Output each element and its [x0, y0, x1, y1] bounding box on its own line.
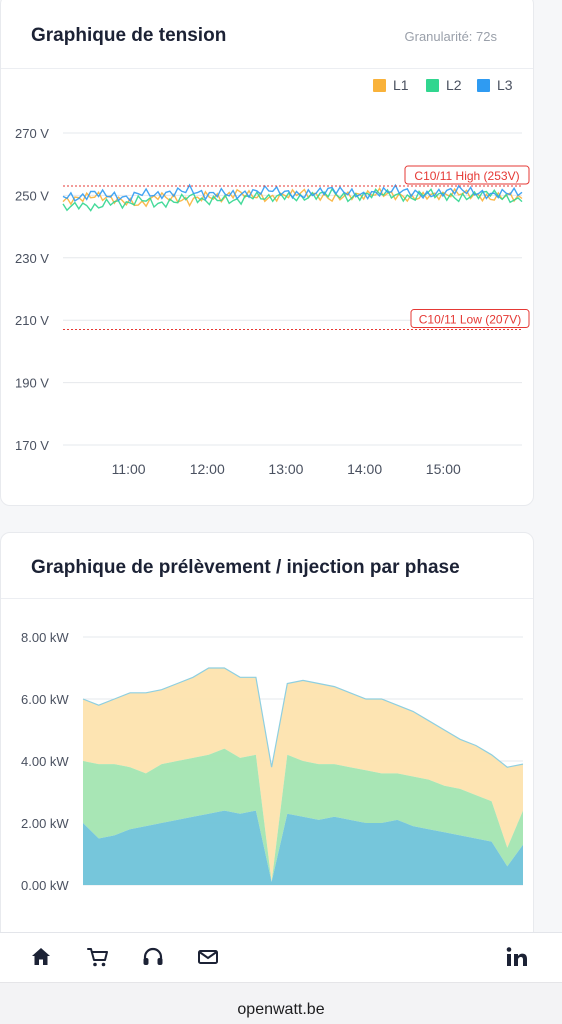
browser-url-bar[interactable]: openwatt.be	[0, 982, 562, 1024]
x-tick-label: 15:00	[426, 461, 461, 477]
threshold-label: C10/11 Low (207V)	[419, 313, 522, 327]
y-tick-label: 2.00 kW	[21, 816, 69, 831]
url-text: openwatt.be	[237, 1001, 325, 1018]
home-icon[interactable]	[29, 945, 53, 969]
x-tick-label: 14:00	[347, 461, 382, 477]
y-tick-label: 6.00 kW	[21, 692, 69, 707]
bottom-nav	[0, 932, 562, 982]
total-outline	[82, 667, 524, 768]
y-tick-label: 230 V	[15, 251, 49, 266]
area-phase-2	[83, 748, 523, 882]
area-phase-1	[83, 810, 523, 885]
cart-icon[interactable]	[86, 945, 110, 969]
legend-label-l2: L2	[446, 77, 462, 93]
power-card-header: Graphique de prélèvement / injection par…	[1, 533, 533, 599]
voltage-chart: L1 L2 L3 270 V 250 V 230 V 210 V 190 V 170 V 11:0…	[15, 77, 530, 477]
legend-swatch-l1	[373, 79, 386, 92]
voltage-card-title: Graphique de tension	[31, 25, 227, 46]
area-phase-3	[83, 668, 523, 882]
y-tick-label: 270 V	[15, 126, 49, 141]
y-tick-label: 4.00 kW	[21, 754, 69, 769]
mail-icon[interactable]	[196, 945, 220, 969]
power-card-title: Graphique de prélèvement / injection par…	[31, 557, 460, 578]
y-tick-label: 170 V	[15, 438, 49, 453]
voltage-chart-card: Graphique de tension Granularité: 72s L1…	[0, 0, 534, 506]
y-tick-label: 8.00 kW	[21, 630, 69, 645]
linkedin-icon[interactable]	[505, 945, 529, 969]
x-tick-label: 13:00	[268, 461, 303, 477]
legend-swatch-l3	[477, 79, 490, 92]
x-tick-label: 11:00	[112, 461, 146, 477]
y-tick-label: 250 V	[15, 188, 49, 203]
legend-label-l3: L3	[497, 77, 513, 93]
legend-swatch-l2	[426, 79, 439, 92]
y-tick-label: 0.00 kW	[21, 878, 69, 893]
y-tick-label: 190 V	[15, 376, 49, 391]
voltage-card-header: Graphique de tension Granularité: 72s	[1, 0, 533, 69]
x-tick-label: 12:00	[190, 461, 225, 477]
threshold-label: C10/11 High (253V)	[414, 169, 519, 183]
power-chart: 8.00 kW 6.00 kW 4.00 kW 2.00 kW 0.00 kW	[21, 630, 524, 893]
headset-icon[interactable]	[141, 945, 165, 969]
granularity-label: Granularité: 72s	[404, 29, 498, 44]
series-line-l1	[62, 186, 523, 208]
threshold-label-box	[404, 165, 530, 185]
threshold-label-box	[410, 309, 530, 329]
y-tick-label: 210 V	[15, 313, 49, 328]
power-chart-card: Graphique de prélèvement / injection par…	[0, 532, 534, 952]
series-line-l3	[62, 183, 523, 203]
legend-label-l1: L1	[393, 77, 409, 93]
